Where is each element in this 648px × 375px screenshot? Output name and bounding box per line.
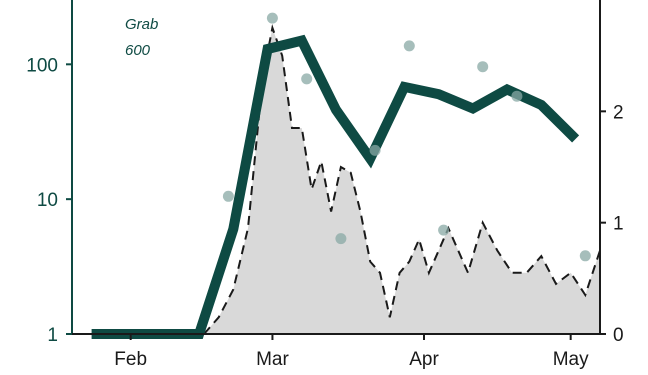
data-point [222,190,234,202]
points-layer [222,12,591,262]
y-right-tick-label: 2 [613,102,624,123]
y-left-tick-label: 1 [47,325,58,346]
data-point [369,144,381,156]
annotation-line-1: Grab [125,16,158,33]
annotation-line-2: 600 [125,42,151,59]
x-tick-label: Mar [256,349,289,370]
data-point [438,224,450,236]
x-tick-label: Feb [114,349,147,370]
area-fill [204,27,600,335]
axes-layer: 1 10 100 0 1 2 Feb Mar Apr May [26,0,624,370]
data-point [403,40,415,52]
x-tick-label: Apr [409,349,439,370]
y-left-tick-label: 10 [37,190,58,211]
y-right-tick-label: 1 [613,214,624,235]
data-point [477,61,489,73]
data-point [335,233,347,245]
x-tick-label: May [553,349,589,370]
data-point [266,12,278,24]
y-right-tick-label: 0 [613,325,624,346]
data-point [301,73,313,85]
y-left-tick-label: 100 [26,55,58,76]
data-point [511,90,523,102]
data-point [579,250,591,262]
